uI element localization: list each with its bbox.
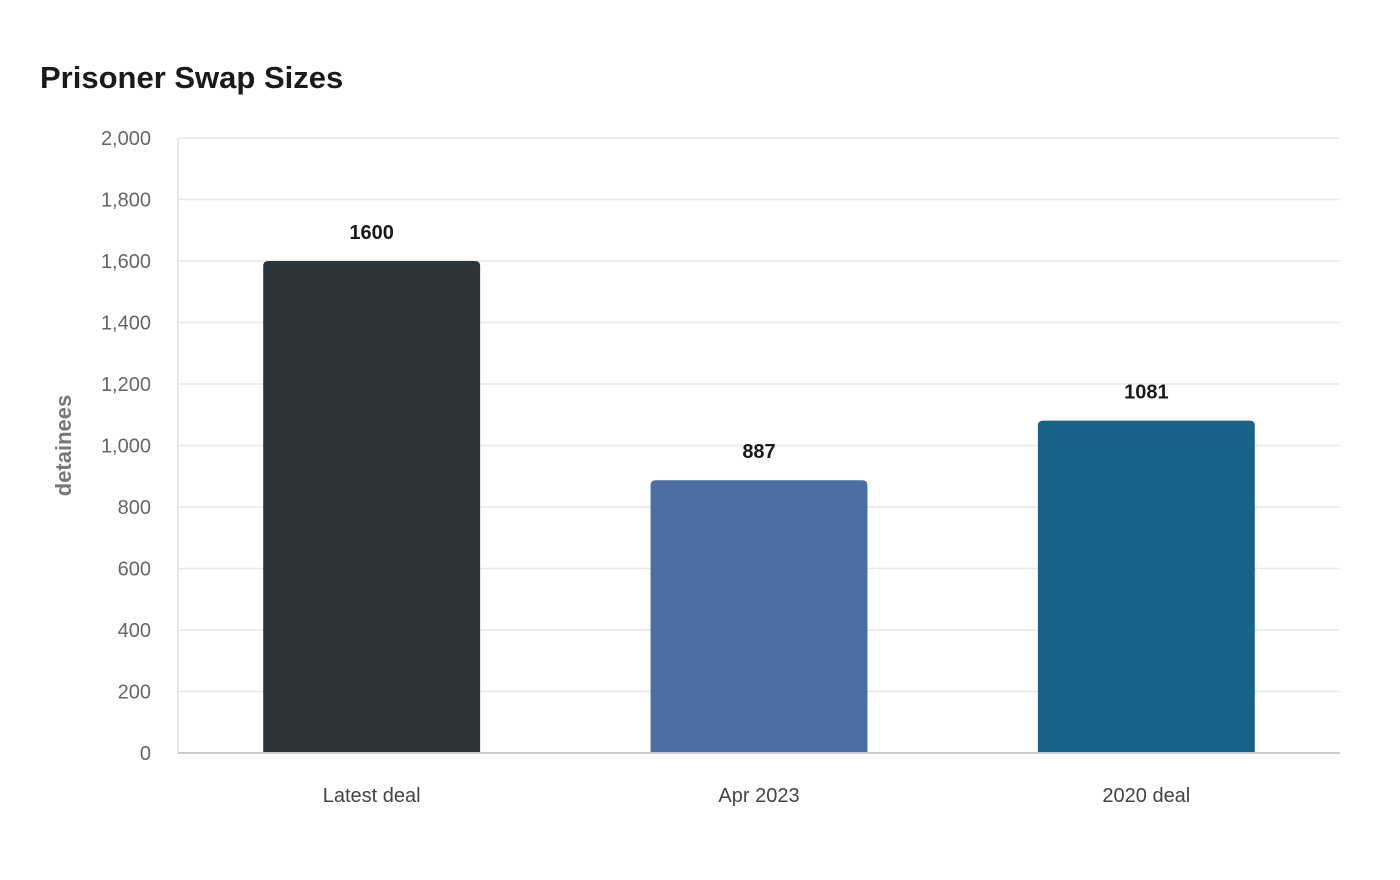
y-tick-label: 1,600 bbox=[101, 251, 151, 273]
chart-title: Prisoner Swap Sizes bbox=[40, 60, 344, 95]
y-tick-label: 1,400 bbox=[101, 313, 151, 335]
x-tick-label: Latest deal bbox=[323, 785, 421, 807]
bar-latest-deal bbox=[263, 261, 481, 753]
y-tick-label: 1,000 bbox=[101, 436, 151, 458]
labels: 0 200 400 600 800 1,000 1,200 1,400 1,600 1,800 2,… bbox=[101, 128, 1190, 807]
x-tick-label: 2020 deal bbox=[1102, 785, 1190, 807]
x-tick-label: Apr 2023 bbox=[718, 785, 799, 807]
y-tick-label: 0 bbox=[140, 743, 151, 765]
y-tick-label: 600 bbox=[118, 559, 151, 581]
data-label: 887 bbox=[742, 441, 775, 463]
y-tick-label: 2,000 bbox=[101, 128, 151, 150]
bar-apr-2023 bbox=[650, 480, 868, 753]
y-tick-label: 800 bbox=[118, 497, 151, 519]
y-axis-title: detainees bbox=[51, 395, 76, 497]
y-tick-label: 200 bbox=[118, 682, 151, 704]
bar-2020-deal bbox=[1037, 420, 1255, 753]
data-label: 1600 bbox=[349, 222, 394, 244]
data-label: 1081 bbox=[1124, 382, 1169, 404]
bars bbox=[178, 261, 1340, 754]
y-tick-label: 1,200 bbox=[101, 374, 151, 396]
y-tick-label: 400 bbox=[118, 620, 151, 642]
y-tick-label: 1,800 bbox=[101, 190, 151, 212]
